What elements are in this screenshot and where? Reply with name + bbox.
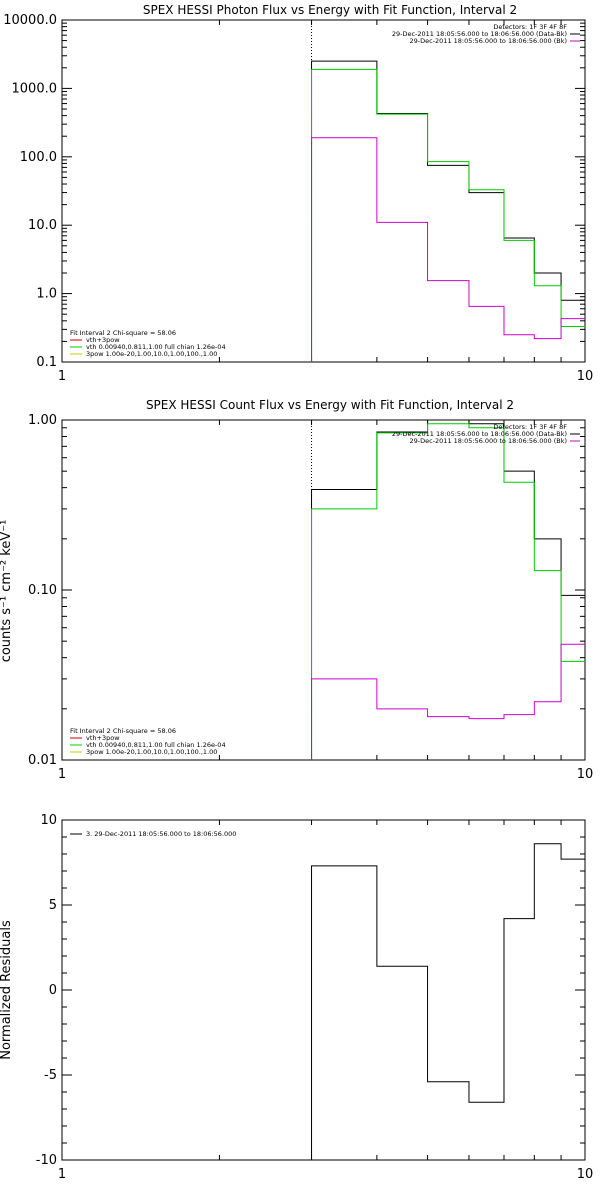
count-flux-title: SPEX HESSI Count Flux vs Energy with Fit… bbox=[146, 398, 514, 412]
photon-flux-legend-text: 29-Dec-2011 18:05:56.000 to 18:06:56.000… bbox=[410, 37, 568, 45]
photon-flux-fit-legend-text: Fit Interval 2 Chi-square = 58.06 bbox=[70, 329, 176, 337]
photon-flux-fit-legend-text: 3pow 1.00e-20,1.00,10.0,1.00,100.,1.00 bbox=[86, 350, 217, 358]
photon-flux-ticks: 1 10 0.1 1.0 10.0 100.0 1000.0 10000.0 bbox=[3, 13, 593, 384]
count-flux-panel: SPEX HESSI Count Flux vs Energy with Fit… bbox=[0, 398, 593, 782]
photon-flux-panel: SPEX HESSI Photon Flux vs Energy with Fi… bbox=[3, 3, 593, 384]
residuals-series-group bbox=[311, 843, 585, 1160]
photon-flux-legend-bottom: Fit Interval 2 Chi-square = 58.06vth+3po… bbox=[70, 329, 226, 358]
photon-flux-legend-text: Detectors: 1F 3F 4F 8F bbox=[493, 23, 567, 31]
photon-flux-y-tick-label: 0.1 bbox=[36, 355, 57, 370]
photon-flux-y-tick-label: 1000.0 bbox=[12, 81, 58, 96]
count-flux-y-tick-label: 0.01 bbox=[28, 753, 57, 768]
count-flux-y-tick-label: 0.10 bbox=[28, 583, 57, 598]
residuals-x-tick-label: 10 bbox=[577, 1167, 594, 1182]
count-flux-legend-bottom: Fit Interval 2 Chi-square = 58.06vth+3po… bbox=[70, 727, 226, 756]
residuals-panel: Normalized Residuals 1 10 -10 -5 0 5 10 3. 29-… bbox=[0, 813, 593, 1182]
residuals-legend-top: 3. 29-Dec-2011 18:05:56.000 to 18:06:56.… bbox=[70, 830, 236, 838]
residuals-y-tick-label: 10 bbox=[40, 813, 57, 828]
residuals-legend-text: 3. 29-Dec-2011 18:05:56.000 to 18:06:56.… bbox=[86, 830, 236, 838]
count-flux-series-0-steps bbox=[311, 419, 585, 760]
count-flux-series-group bbox=[311, 419, 585, 760]
residuals-y-tick-label: -10 bbox=[36, 1153, 57, 1168]
count-flux-legend-text: 29-Dec-2011 18:05:56.000 to 18:06:56.000… bbox=[410, 437, 568, 445]
photon-flux-x-tick-label: 1 bbox=[58, 369, 66, 384]
photon-flux-title: SPEX HESSI Photon Flux vs Energy with Fi… bbox=[143, 3, 517, 17]
residuals-ticks: 1 10 -10 -5 0 5 10 bbox=[36, 813, 594, 1182]
photon-flux-plot-frame bbox=[61, 19, 586, 363]
photon-flux-x-tick-label: 10 bbox=[577, 369, 594, 384]
count-flux-series-2-steps bbox=[311, 643, 585, 760]
photon-flux-y-tick-label: 10.0 bbox=[28, 218, 57, 233]
photon-flux-series-group bbox=[311, 60, 585, 362]
photon-flux-fit-legend-text: vth 0.00940,0.811,1.00 full chian 1.26e-… bbox=[86, 343, 226, 351]
residuals-y-tick-label: 5 bbox=[49, 898, 57, 913]
residuals-y-axis-label: Normalized Residuals bbox=[0, 920, 14, 1060]
photon-flux-legend-text: 29-Dec-2011 18:05:56.000 to 18:06:56.000… bbox=[392, 30, 567, 38]
photon-flux-y-tick-label: 10000.0 bbox=[3, 13, 57, 28]
residuals-series-0-steps bbox=[311, 843, 585, 1160]
count-flux-series-1-steps bbox=[311, 423, 585, 760]
photon-flux-y-tick-label: 1.0 bbox=[36, 287, 57, 302]
residuals-y-tick-label: 0 bbox=[49, 983, 57, 998]
photon-flux-series-1-steps bbox=[311, 68, 585, 362]
count-flux-fit-legend-text: vth+3pow bbox=[86, 734, 120, 742]
count-flux-fit-legend-text: vth 0.00940,0.811,1.00 full chian 1.26e-… bbox=[86, 741, 226, 749]
count-flux-fit-legend-text: Fit Interval 2 Chi-square = 58.06 bbox=[70, 727, 176, 735]
count-flux-legend-text: Detectors: 1F 3F 4F 8F bbox=[493, 423, 567, 431]
count-flux-y-tick-label: 1.00 bbox=[28, 413, 57, 428]
count-flux-legend-text: 29-Dec-2011 18:05:56.000 to 18:06:56.000… bbox=[392, 430, 567, 438]
photon-flux-series-2-steps bbox=[311, 137, 585, 362]
count-flux-y-axis-label: counts s⁻¹ cm⁻² keV⁻¹ bbox=[0, 520, 14, 663]
residuals-y-tick-label: -5 bbox=[44, 1068, 57, 1083]
count-flux-x-tick-label: 10 bbox=[577, 767, 594, 782]
count-flux-fit-legend-text: 3pow 1.00e-20,1.00,10.0,1.00,100.,1.00 bbox=[86, 748, 217, 756]
photon-flux-y-tick-label: 100.0 bbox=[20, 150, 57, 165]
photon-flux-fit-legend-text: vth+3pow bbox=[86, 336, 120, 344]
photon-flux-series-0-steps bbox=[311, 60, 585, 362]
residuals-plot-frame bbox=[61, 819, 586, 1161]
count-flux-x-tick-label: 1 bbox=[58, 767, 66, 782]
residuals-x-tick-label: 1 bbox=[58, 1167, 66, 1182]
